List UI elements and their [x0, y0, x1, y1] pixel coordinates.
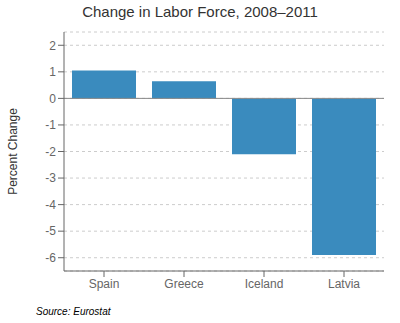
svg-text:Greece: Greece — [164, 277, 204, 291]
svg-text:1: 1 — [49, 65, 56, 79]
html-text:Change in Labor Force, 2008–20: Change in Labor Force, 2008–2011 — [82, 3, 318, 20]
svg-text:Latvia: Latvia — [328, 277, 360, 291]
svg-text:Spain: Spain — [89, 277, 120, 291]
svg-text:-1: -1 — [45, 118, 56, 132]
svg-text:Percent Change: Percent Change — [8, 108, 20, 195]
svg-text:-5: -5 — [45, 224, 56, 238]
svg-text:-6: -6 — [45, 251, 56, 265]
svg-text:-2: -2 — [45, 145, 56, 159]
svg-text:2: 2 — [49, 39, 56, 53]
svg-text:Iceland: Iceland — [245, 277, 284, 291]
svg-text:-3: -3 — [45, 171, 56, 185]
svg-text:-4: -4 — [45, 198, 56, 212]
html-text:Source: Eurostat: Source: Eurostat — [36, 306, 111, 317]
svg-text:0: 0 — [49, 92, 56, 106]
